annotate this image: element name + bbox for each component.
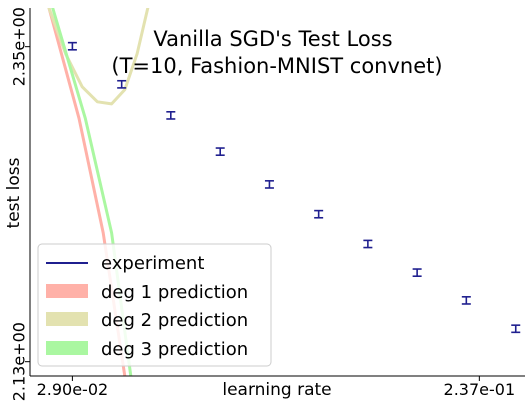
data-point-4 xyxy=(215,147,225,156)
data-point-8 xyxy=(412,268,422,277)
x-axis-label: learning rate xyxy=(222,380,331,400)
x-tick-label: 2.90e-02 xyxy=(37,380,109,399)
axis-ticks: 2.90e-02 2.37e-01 2.13e+00 2.35e+00 xyxy=(10,7,516,401)
x-tick-label: 2.37e-01 xyxy=(444,380,516,399)
y-axis-label: test loss xyxy=(4,157,24,228)
experiment-points xyxy=(67,41,521,334)
data-point-7 xyxy=(363,239,373,249)
data-point-10 xyxy=(511,324,521,334)
legend-swatch-deg3 xyxy=(46,341,88,355)
legend: experiment deg 1 prediction deg 2 predic… xyxy=(37,243,272,367)
data-point-2 xyxy=(117,79,127,89)
data-point-5 xyxy=(264,180,274,189)
legend-label-deg3: deg 3 prediction xyxy=(101,339,248,360)
y-tick-label: 2.13e+00 xyxy=(10,322,29,401)
data-point-3 xyxy=(166,111,176,120)
legend-label-experiment: experiment xyxy=(101,253,204,274)
legend-swatch-deg1 xyxy=(46,284,88,298)
data-point-9 xyxy=(461,296,471,305)
legend-frame xyxy=(37,243,272,367)
legend-label-deg2: deg 2 prediction xyxy=(101,310,248,331)
data-point-1 xyxy=(67,41,77,51)
legend-label-deg1: deg 1 prediction xyxy=(101,282,248,303)
chart-title: Vanilla SGD's Test Loss xyxy=(153,27,392,51)
legend-swatch-deg2 xyxy=(46,312,88,326)
chart-subtitle: (T=10, Fashion-MNIST convnet) xyxy=(111,54,442,78)
data-point-6 xyxy=(314,209,324,219)
y-tick-label: 2.35e+00 xyxy=(10,7,29,86)
